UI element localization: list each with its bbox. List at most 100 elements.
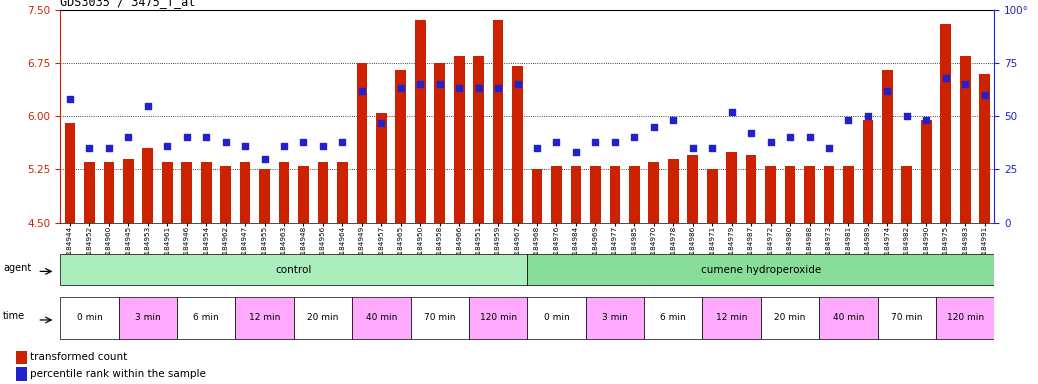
Point — [237, 143, 253, 149]
Point — [782, 134, 798, 141]
Point — [392, 85, 409, 91]
Point — [334, 139, 351, 145]
Bar — [921, 120, 932, 223]
Bar — [863, 120, 873, 223]
Bar — [182, 162, 192, 223]
Bar — [434, 63, 445, 223]
Bar — [745, 155, 757, 223]
Bar — [356, 63, 367, 223]
Bar — [703, 296, 761, 339]
Point — [918, 118, 934, 124]
Bar — [882, 70, 893, 223]
Point — [354, 88, 371, 94]
Point — [704, 145, 720, 151]
Bar — [376, 113, 387, 223]
Bar — [337, 162, 348, 223]
Text: 120 min: 120 min — [947, 313, 984, 322]
Bar — [761, 296, 819, 339]
Bar — [960, 56, 971, 223]
Bar — [493, 20, 503, 223]
Point — [626, 134, 643, 141]
Point — [937, 75, 954, 81]
Bar — [979, 74, 990, 223]
Point — [256, 156, 273, 162]
Bar — [395, 70, 406, 223]
Bar — [512, 66, 523, 223]
Point — [762, 139, 778, 145]
Bar — [176, 296, 236, 339]
Bar — [318, 162, 328, 223]
Text: 70 min: 70 min — [424, 313, 456, 322]
Point — [957, 81, 974, 87]
Point — [548, 139, 565, 145]
Bar — [901, 166, 912, 223]
Point — [450, 85, 467, 91]
Bar — [804, 166, 815, 223]
Point — [646, 124, 662, 130]
Point — [840, 118, 856, 124]
Bar — [278, 162, 290, 223]
Bar — [294, 296, 352, 339]
Point — [684, 145, 701, 151]
Point — [899, 113, 916, 119]
Bar — [415, 20, 426, 223]
Text: 6 min: 6 min — [193, 313, 219, 322]
Text: 40 min: 40 min — [832, 313, 864, 322]
Bar — [551, 166, 562, 223]
Bar — [571, 166, 581, 223]
Bar — [785, 166, 795, 223]
Point — [412, 81, 429, 87]
Point — [606, 139, 623, 145]
Bar — [531, 169, 543, 223]
Bar — [60, 254, 527, 285]
Bar — [940, 24, 951, 223]
Bar — [298, 166, 309, 223]
Bar — [687, 155, 699, 223]
Bar — [16, 367, 27, 381]
Point — [81, 145, 98, 151]
Text: 20 min: 20 min — [774, 313, 805, 322]
Text: agent: agent — [3, 263, 31, 273]
Bar — [877, 296, 936, 339]
Text: time: time — [3, 311, 25, 321]
Bar — [590, 166, 601, 223]
Bar — [819, 296, 878, 339]
Bar — [936, 296, 994, 339]
Bar — [473, 56, 484, 223]
Bar — [142, 148, 154, 223]
Bar — [609, 166, 621, 223]
Text: percentile rank within the sample: percentile rank within the sample — [30, 369, 206, 379]
Bar — [220, 166, 231, 223]
Point — [568, 149, 584, 156]
Point — [588, 139, 604, 145]
Point — [665, 118, 682, 124]
Bar — [60, 296, 118, 339]
Text: 40 min: 40 min — [365, 313, 397, 322]
Text: 3 min: 3 min — [602, 313, 628, 322]
Bar — [527, 296, 585, 339]
Bar — [200, 162, 212, 223]
Text: 70 min: 70 min — [891, 313, 923, 322]
Point — [821, 145, 838, 151]
Text: 3 min: 3 min — [135, 313, 161, 322]
Bar — [411, 296, 469, 339]
Bar — [118, 296, 176, 339]
Point — [510, 81, 526, 87]
Point — [315, 143, 331, 149]
Bar — [629, 166, 639, 223]
Point — [179, 134, 195, 141]
Bar — [16, 351, 27, 364]
Bar — [843, 166, 854, 223]
Text: 6 min: 6 min — [660, 313, 686, 322]
Point — [139, 103, 156, 109]
Bar — [765, 166, 776, 223]
Point — [743, 130, 760, 136]
Text: cumene hydroperoxide: cumene hydroperoxide — [701, 265, 821, 275]
Bar — [644, 296, 703, 339]
Point — [528, 145, 545, 151]
Bar — [454, 56, 465, 223]
Bar — [240, 162, 250, 223]
Bar — [667, 159, 679, 223]
Text: 120 min: 120 min — [480, 313, 517, 322]
Point — [879, 88, 896, 94]
